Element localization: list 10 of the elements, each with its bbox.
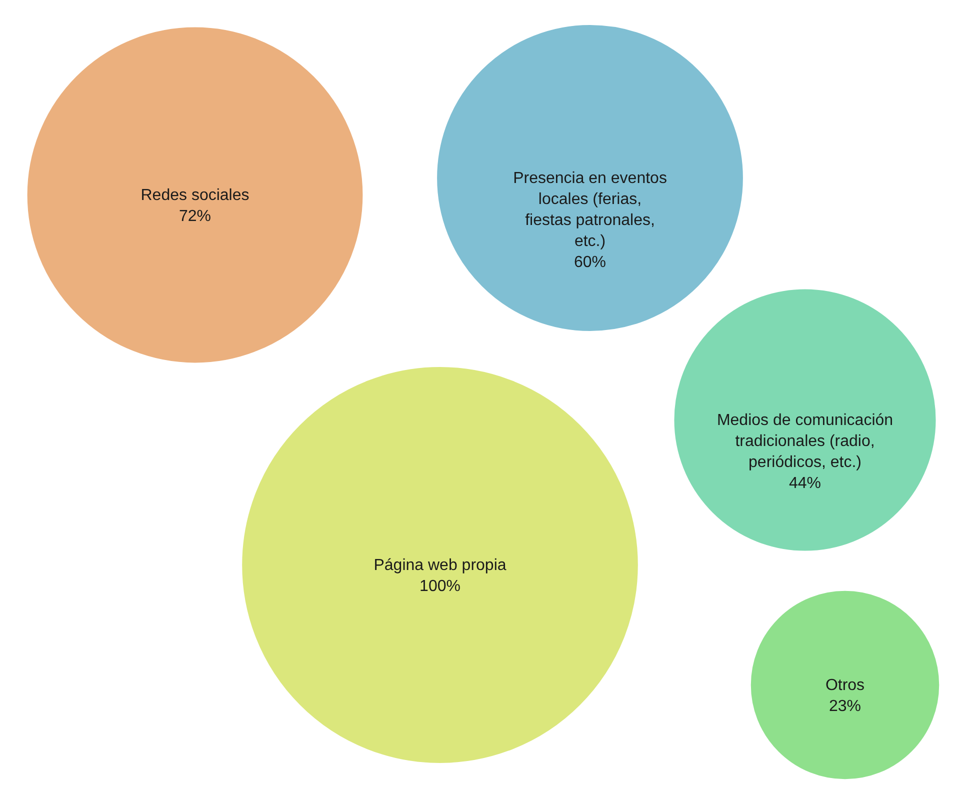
category-label: Medios de comunicación tradicionales (radio, periódicos, etc.) [716, 412, 894, 471]
category-label: Presencia en eventos locales (ferias, fiestas patronales, etc.) [513, 170, 667, 250]
category-label: Página web propia [374, 557, 506, 574]
data-label: 60% [574, 254, 606, 271]
data-label: 72% [178, 208, 212, 225]
category-label: Redes sociales [140, 187, 250, 204]
data-label: 100% [420, 578, 460, 595]
data-label: 23% [828, 698, 862, 715]
category-label: Otros [825, 677, 865, 694]
data-label: 44% [788, 475, 822, 492]
